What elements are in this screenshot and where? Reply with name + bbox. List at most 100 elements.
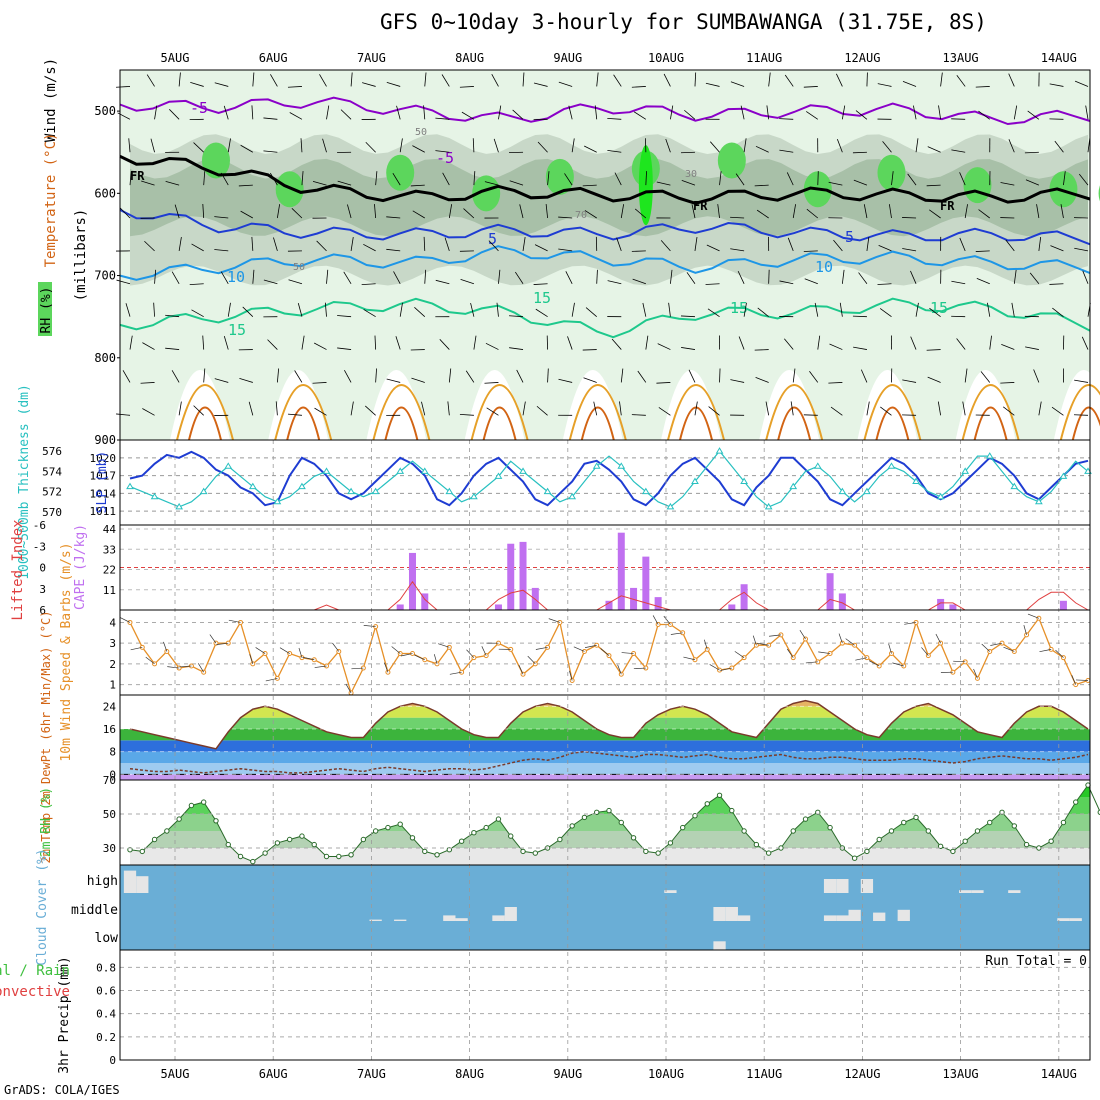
wind-barb (694, 401, 698, 416)
wind-barb (663, 615, 671, 625)
wind-barb (818, 651, 831, 654)
wind-tick: 2 (109, 658, 116, 671)
wind-barb (263, 279, 278, 285)
rh-point (1023, 841, 1030, 848)
wind-barb (888, 204, 892, 219)
wind-barb (730, 379, 745, 383)
wind-barb (593, 401, 598, 416)
wind-barb (263, 150, 278, 153)
rh-point (802, 816, 809, 822)
contour-label: FR (940, 199, 955, 213)
wind-barb (412, 210, 425, 219)
wind-barb (169, 109, 180, 120)
wind-barb (252, 72, 255, 87)
wind-barb (990, 642, 1003, 646)
wind-barb (852, 315, 867, 318)
wind-barb (632, 278, 646, 285)
wind-barb (344, 369, 352, 383)
wind-barb (298, 647, 303, 658)
contour-label: FR (693, 199, 708, 213)
wind-barb (882, 141, 892, 153)
wind-barb (265, 678, 278, 682)
rh-point (937, 843, 944, 849)
wind-barb (537, 141, 548, 153)
wind-barb (637, 370, 647, 383)
top-day-label: 5AUG (161, 51, 190, 65)
thickness-point (494, 472, 503, 479)
precip-axis-label: 3hr Precip (mm) (57, 956, 72, 1073)
wind-barb (1074, 80, 1089, 87)
wind-barb (130, 646, 143, 651)
wind-barb (165, 314, 180, 318)
rh-point (520, 848, 526, 855)
wind-barb (863, 204, 868, 219)
wind-barb (766, 105, 770, 120)
wind-barb (533, 82, 548, 87)
wind-barb (535, 308, 548, 318)
wind-barb (631, 86, 646, 88)
wind-barb (614, 172, 622, 186)
wind-barb (803, 414, 818, 416)
wind-barb (465, 370, 475, 383)
wind-barb (754, 184, 769, 187)
wind-barb (964, 204, 968, 219)
wind-barb (755, 145, 769, 153)
wind-barb (838, 633, 843, 644)
wind-barb (189, 283, 204, 285)
wind-barb (421, 401, 426, 416)
wind-barb (913, 105, 917, 120)
wind-barb (799, 629, 806, 640)
temperature-contour (119, 245, 1091, 281)
cloud-level-label: low (95, 931, 119, 946)
contour-label: 5 (488, 230, 497, 248)
wind-barb (351, 667, 364, 670)
wind-barb (435, 150, 450, 153)
wind-barb (853, 179, 868, 186)
wind-barb (364, 405, 376, 416)
wind-barb (1005, 239, 1015, 252)
wind-barb (461, 111, 475, 120)
cloud-cell (713, 941, 726, 950)
rh-band (130, 785, 1090, 797)
wind-barb (858, 272, 868, 285)
wind-barb (866, 236, 870, 251)
precip-tick: 0 (109, 1054, 116, 1067)
wind-barb (584, 644, 597, 648)
rh-band (130, 831, 1090, 848)
wind-barb (275, 401, 278, 416)
wind-barb (145, 656, 155, 665)
rh-point (643, 848, 649, 855)
cloud-cell (836, 915, 849, 921)
wind-barb (509, 180, 524, 186)
wind-barb (784, 74, 794, 87)
cape-bar (642, 556, 650, 610)
rh-point (851, 855, 858, 861)
cape-bar (605, 600, 613, 610)
cloud-axis-label: Cloud Cover (%) (35, 848, 50, 965)
rh-point (1073, 799, 1079, 805)
wind-barb (322, 138, 327, 153)
wind-barb (792, 368, 796, 383)
wind-tick: 4 (109, 616, 116, 629)
wind-barb (251, 105, 254, 120)
wind-barb (116, 413, 131, 416)
rh-point (532, 850, 539, 856)
bottom-day-label: 5AUG (161, 1067, 190, 1081)
wind-barb (652, 615, 659, 625)
wind-axis-label: Wind (m/s) (43, 58, 59, 142)
wind-barb (150, 138, 155, 153)
temp-band (120, 729, 1090, 741)
wind-barb (269, 172, 278, 186)
wind-barb (929, 209, 941, 219)
wind-barb (516, 369, 524, 383)
wind-barb (1063, 171, 1066, 186)
wind-barb (571, 138, 575, 153)
pressure-tick: 500 (94, 104, 116, 118)
rh-blob (472, 175, 501, 212)
wind-barb (340, 109, 352, 120)
precip-legend-convective: Convective (0, 984, 70, 1000)
wind-barb (279, 647, 290, 654)
rh-point (987, 819, 993, 826)
wind-barb (312, 180, 327, 186)
wind-barb (951, 280, 966, 285)
